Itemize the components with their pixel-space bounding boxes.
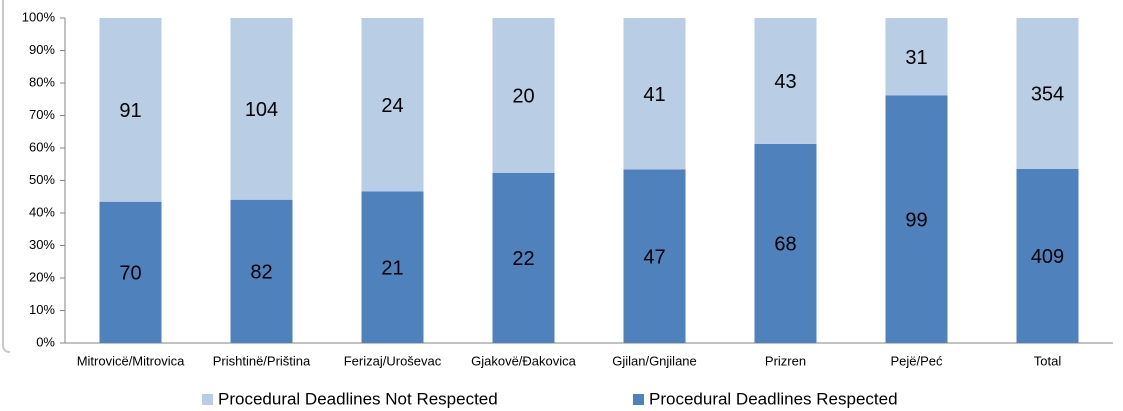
y-tick-label: 20% [29,269,55,284]
x-tick-label: Total [1034,353,1062,368]
legend-label: Procedural Deadlines Not Respected [218,389,498,408]
data-label: 354 [1031,84,1064,106]
data-label: 409 [1031,246,1064,268]
y-tick-label: 60% [29,139,55,154]
bar-segment [754,18,817,144]
x-tick-label: Mitrovicë/Mitrovica [77,353,185,368]
y-tick-label: 90% [29,42,55,57]
bar-segment [99,201,162,343]
x-tick-label: Gjilan/Gnjilane [612,353,697,368]
x-tick-label: Prishtinë/Priština [213,353,311,368]
bar-segment [492,18,555,173]
bar-segment [230,199,293,343]
bar-segment [885,95,948,343]
data-label: 20 [512,86,534,108]
legend-label: Procedural Deadlines Respected [649,389,898,408]
data-label: 31 [905,47,927,69]
legend-swatch [633,394,644,405]
data-label: 22 [512,248,534,270]
data-label: 43 [774,71,796,93]
y-tick-label: 0% [36,334,55,349]
data-label: 82 [250,262,272,284]
bar-segment [1016,168,1079,343]
bar-segment [230,18,293,200]
bar-segment [754,143,817,343]
bar-segment [623,18,686,170]
y-tick-label: 10% [29,302,55,317]
bar-segment [885,18,948,96]
data-label: 104 [245,99,278,121]
y-tick-label: 80% [29,74,55,89]
panel-border [2,0,11,353]
data-label: 21 [381,257,403,279]
x-tick-label: Gjakovë/Đakovica [471,353,577,368]
data-label: 47 [643,246,665,268]
data-label: 99 [905,210,927,232]
legend-swatch [202,394,213,405]
y-tick-label: 30% [29,237,55,252]
data-label: 41 [643,84,665,106]
bar-segment [99,18,162,202]
bar-segment [1016,18,1079,169]
x-tick-label: Ferizaj/Uroševac [344,353,442,368]
y-tick-label: 50% [29,172,55,187]
x-tick-label: Prizren [765,353,806,368]
bar-segment [492,172,555,343]
bar-segment [623,169,686,343]
bar-segment [361,18,424,192]
y-tick-label: 70% [29,107,55,122]
y-tick-label: 40% [29,204,55,219]
data-label: 68 [774,234,796,256]
x-tick-label: Pejë/Peć [890,353,943,368]
data-label: 24 [381,95,403,117]
y-tick-label: 100% [22,9,56,24]
data-label: 91 [119,100,141,122]
bar-segment [361,191,424,343]
data-label: 70 [119,263,141,285]
